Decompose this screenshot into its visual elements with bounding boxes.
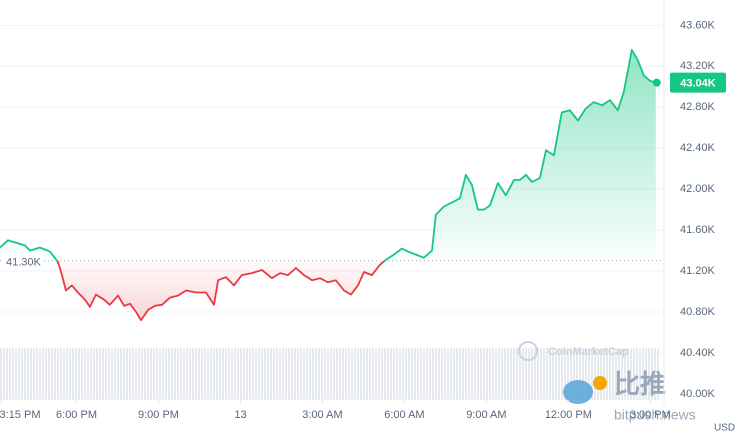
reference-label-bg xyxy=(2,252,44,269)
y-tick-label: 43.20K xyxy=(680,60,716,72)
reference-label: 41.30K xyxy=(6,257,42,269)
x-tick-label: 3:00 PM xyxy=(630,409,671,421)
watermark: bitpush.news xyxy=(614,407,696,423)
x-tick-label: 6:00 AM xyxy=(384,409,424,421)
watermark-logo xyxy=(518,341,538,361)
volume-band xyxy=(0,348,660,400)
watermark-bird xyxy=(563,380,593,404)
y-tick-label: 43.60K xyxy=(680,19,716,31)
x-tick-label: 3:15 PM xyxy=(0,409,40,421)
x-tick-label: 9:00 AM xyxy=(466,409,506,421)
y-tick-label: 40.40K xyxy=(680,347,716,359)
current-dot xyxy=(652,78,661,87)
price-tag-label: 43.04K xyxy=(680,78,716,90)
watermark: 比推 xyxy=(614,369,666,399)
price-line xyxy=(0,49,657,322)
currency-label: USD xyxy=(714,423,735,434)
y-tick-label: 42.40K xyxy=(680,142,716,154)
x-tick-label: 6:00 PM xyxy=(56,409,97,421)
y-tick-label: 42.80K xyxy=(680,101,716,113)
x-tick-label: 12:00 PM xyxy=(545,409,592,421)
area xyxy=(0,49,656,321)
watermark: CoinMarketCap xyxy=(548,346,629,358)
y-tick-label: 41.60K xyxy=(680,224,716,236)
x-tick-label: 9:00 PM xyxy=(138,409,179,421)
y-tick-label: 40.80K xyxy=(680,306,716,318)
y-tick-label: 42.00K xyxy=(680,183,716,195)
watermark-coin xyxy=(593,376,607,390)
y-tick-label: 40.00K xyxy=(680,388,716,400)
price-tag xyxy=(670,72,726,93)
y-tick-label: 41.20K xyxy=(680,265,716,277)
x-tick-label: 3:00 AM xyxy=(302,409,342,421)
x-tick-label: 13 xyxy=(234,409,246,421)
